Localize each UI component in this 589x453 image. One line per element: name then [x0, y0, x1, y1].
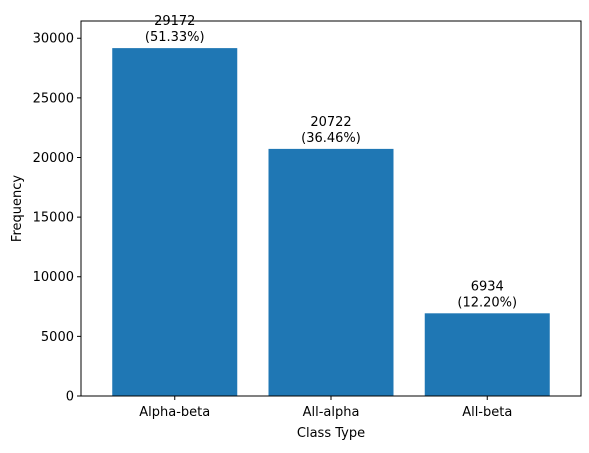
bar-all-beta: [424, 313, 550, 396]
bar-value-label: 20722: [310, 115, 351, 130]
bar-value-label: 29172: [154, 14, 195, 29]
y-tick-label: 10000: [33, 270, 74, 285]
bar-alpha-beta: [112, 48, 238, 396]
x-tick-label: All-alpha: [303, 405, 360, 420]
x-axis: Alpha-beta All-alpha All-beta: [139, 396, 512, 420]
bar-percent-label: (12.20%): [457, 295, 517, 310]
y-tick-label: 15000: [33, 211, 74, 226]
y-axis-label: Frequency: [10, 175, 25, 242]
y-tick-label: 0: [66, 390, 74, 405]
x-axis-label: Class Type: [297, 426, 365, 441]
y-axis: 0 5000 10000 15000 20000 25000 30000: [33, 32, 81, 405]
y-tick-label: 5000: [41, 330, 74, 345]
bar-value-labels: 29172(51.33%) 20722(36.46%) 6934(12.20%): [145, 14, 517, 310]
bar-percent-label: (51.33%): [145, 30, 205, 45]
plot-frame: [80, 20, 582, 397]
y-tick-label: 20000: [33, 151, 74, 166]
y-tick-label: 25000: [33, 91, 74, 106]
bar-value-label: 6934: [471, 279, 504, 294]
bars: [112, 48, 550, 396]
bar-all-alpha: [268, 148, 394, 396]
x-tick-label: Alpha-beta: [139, 405, 210, 420]
bar-percent-label: (36.46%): [301, 131, 361, 146]
y-tick-label: 30000: [33, 32, 74, 47]
x-tick-label: All-beta: [462, 405, 512, 420]
